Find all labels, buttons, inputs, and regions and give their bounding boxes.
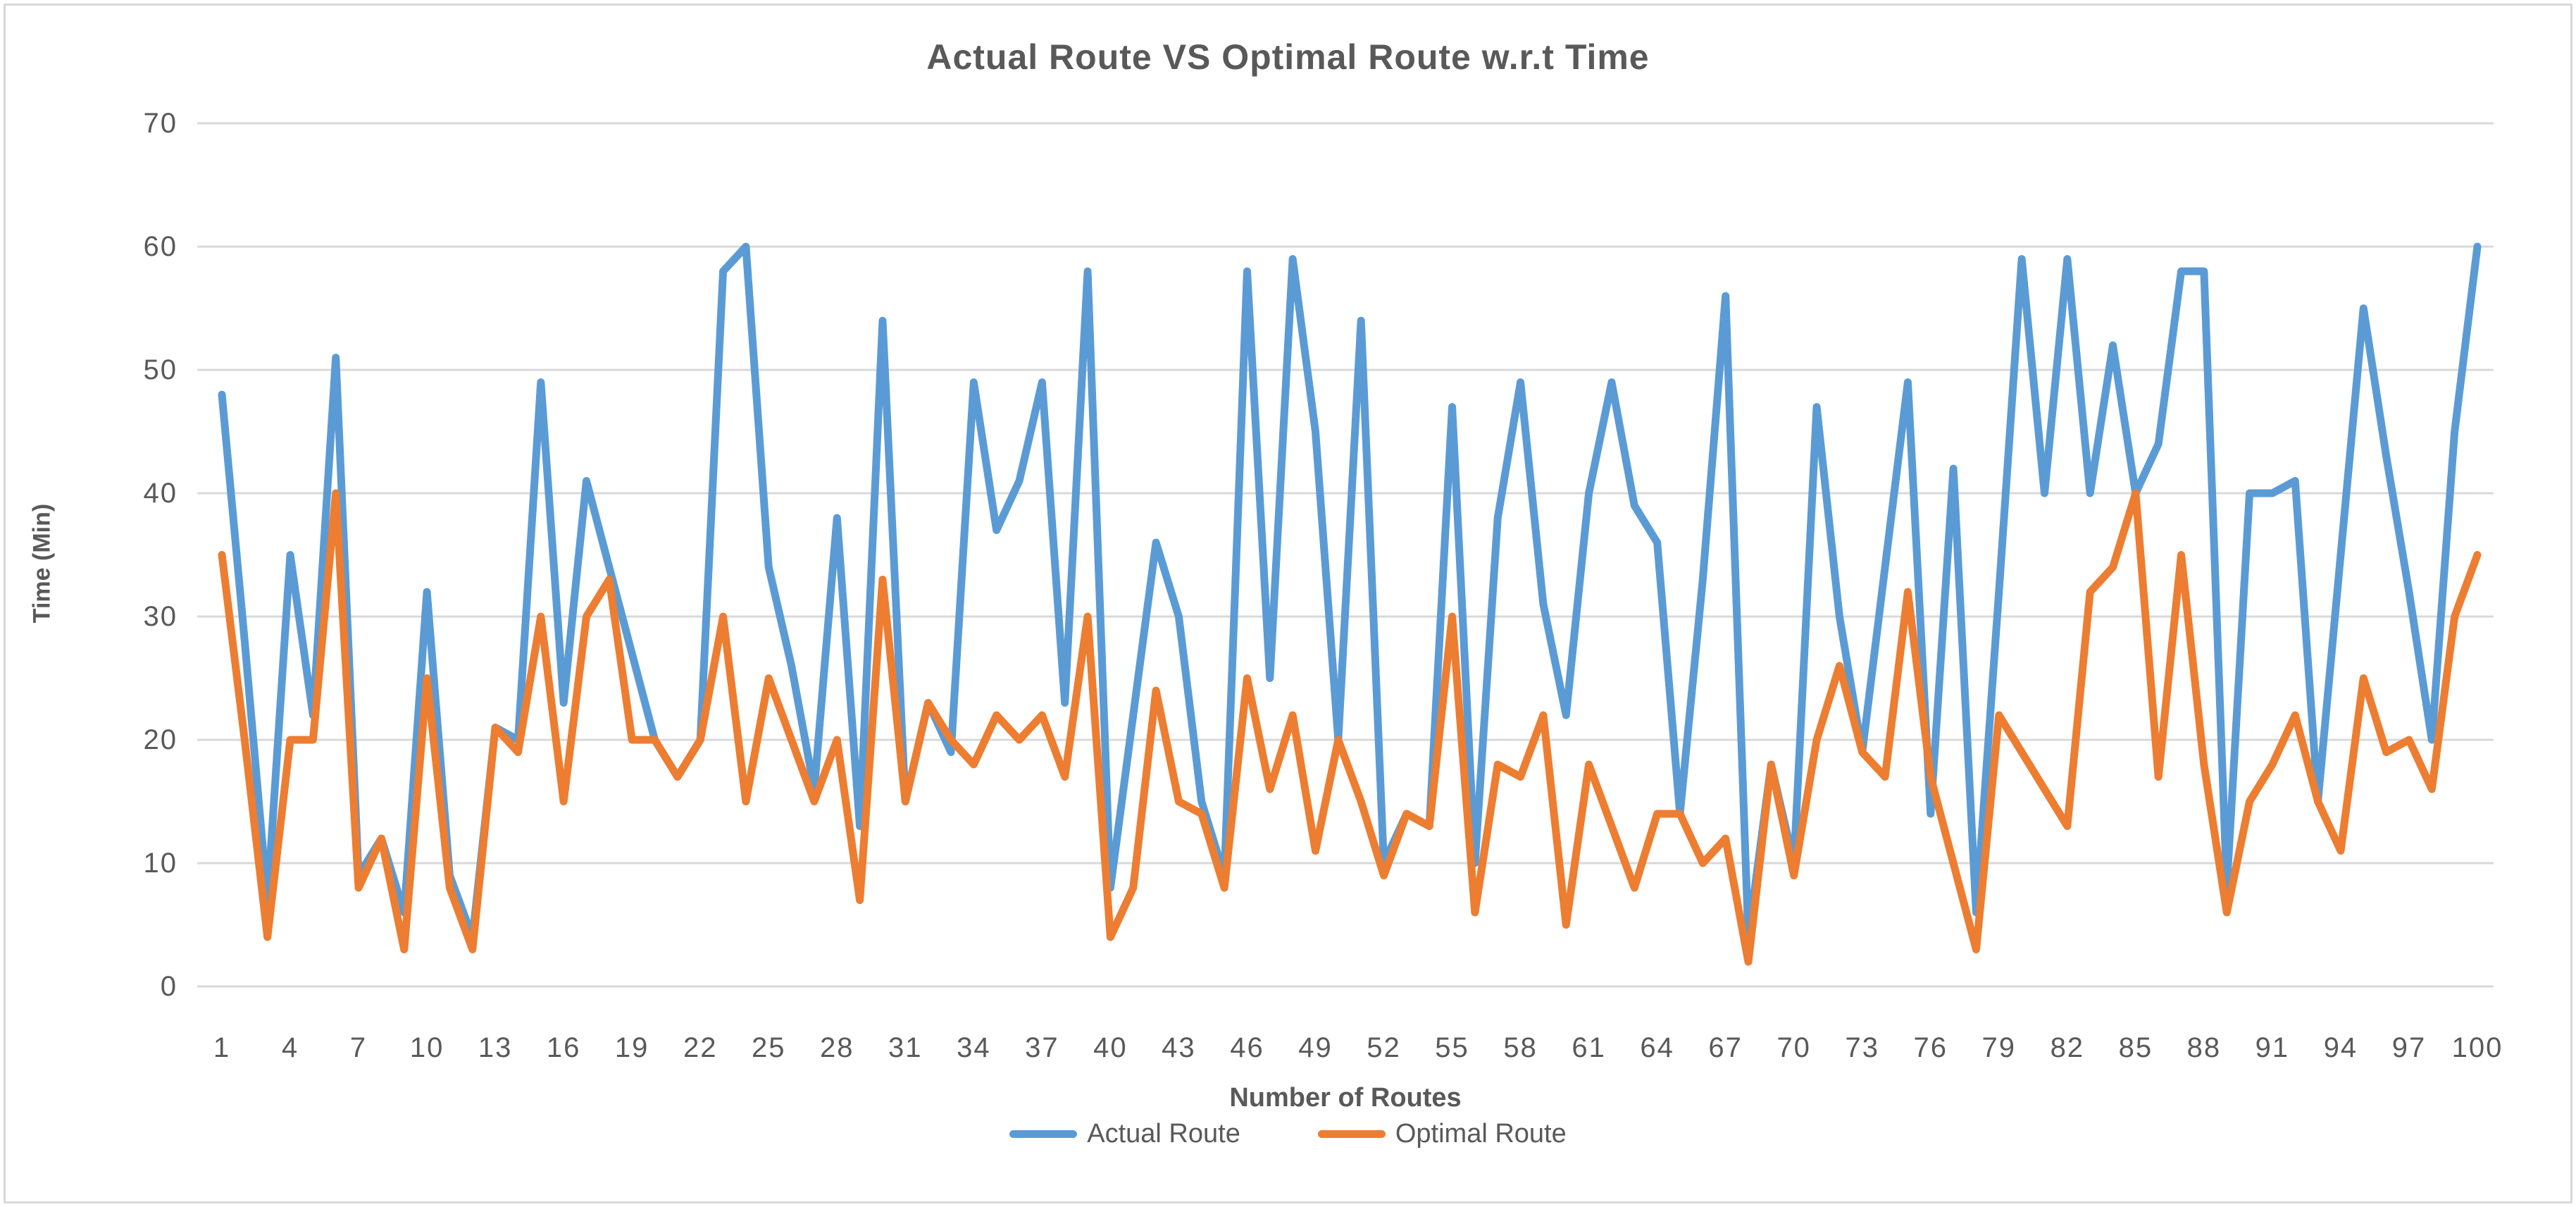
legend-swatch-actual-icon [1009,1130,1078,1138]
x-tick-label-61: 61 [1572,1032,1606,1063]
x-tick-label-55: 55 [1435,1032,1469,1063]
x-tick-label-91: 91 [2255,1032,2290,1063]
y-tick-label-30: 30 [144,601,178,632]
optimal-route-line [218,489,2482,966]
x-tick-label-4: 4 [282,1032,299,1063]
x-tick-label-43: 43 [1162,1032,1196,1063]
x-tick-label-25: 25 [752,1032,786,1063]
x-tick-label-79: 79 [1982,1032,2017,1063]
x-tick-label-85: 85 [2119,1032,2153,1063]
x-tick-label-37: 37 [1025,1032,1059,1063]
x-tick-label-58: 58 [1503,1032,1538,1063]
x-tick-label-13: 13 [478,1032,513,1063]
x-tick-label-19: 19 [615,1032,649,1063]
legend-label-optimal: Optimal Route [1395,1119,1567,1149]
x-tick-label-73: 73 [1845,1032,1879,1063]
x-tick-label-1: 1 [213,1032,230,1063]
y-tick-label-0: 0 [161,971,178,1002]
x-tick-label-88: 88 [2187,1032,2222,1063]
y-tick-label-10: 10 [144,848,178,879]
y-tick-label-20: 20 [144,724,178,755]
legend-item-optimal: Optimal Route [1317,1119,1567,1149]
x-tick-label-46: 46 [1230,1032,1264,1063]
x-tick-label-7: 7 [350,1032,367,1063]
chart-title: Actual Route VS Optimal Route w.r.t Time [926,37,1650,77]
x-tick-label-64: 64 [1640,1032,1674,1063]
x-axis-title: Number of Routes [1229,1083,1462,1113]
x-tick-label-100: 100 [2452,1032,2503,1063]
legend: Actual Route Optimal Route [0,1119,2576,1149]
legend-swatch-optimal-icon [1317,1130,1386,1138]
x-tick-label-40: 40 [1093,1032,1128,1063]
x-tick-label-97: 97 [2392,1032,2427,1063]
legend-label-actual: Actual Route [1087,1119,1240,1149]
x-tick-label-52: 52 [1367,1032,1401,1063]
y-tick-label-50: 50 [144,354,178,385]
x-tick-label-16: 16 [547,1032,581,1063]
x-tick-label-34: 34 [957,1032,991,1063]
x-tick-label-31: 31 [888,1032,923,1063]
x-tick-label-10: 10 [410,1032,444,1063]
legend-item-actual: Actual Route [1009,1119,1240,1149]
x-tick-label-76: 76 [1914,1032,1948,1063]
x-tick-label-94: 94 [2324,1032,2358,1063]
x-tick-label-49: 49 [1298,1032,1333,1063]
x-tick-label-82: 82 [2051,1032,2085,1063]
x-tick-label-28: 28 [820,1032,854,1063]
actual-route-line [218,242,2482,941]
y-tick-label-70: 70 [144,108,178,139]
y-tick-label-60: 60 [144,231,178,262]
y-tick-label-40: 40 [144,478,178,509]
x-tick-label-67: 67 [1708,1032,1743,1063]
x-tick-label-22: 22 [683,1032,718,1063]
x-tick-label-70: 70 [1777,1032,1811,1063]
